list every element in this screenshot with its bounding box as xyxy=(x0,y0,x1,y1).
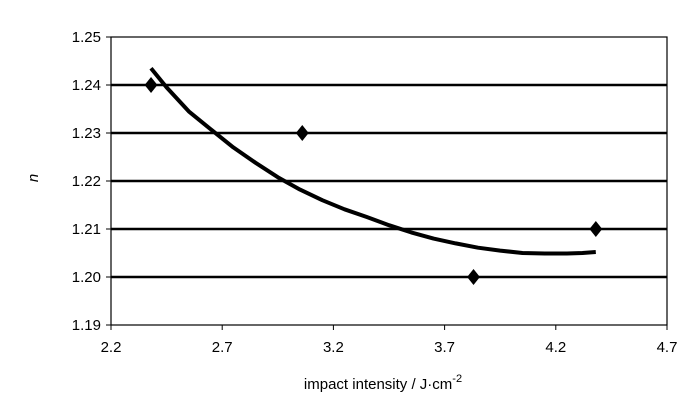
y-tick-label: 1.25 xyxy=(72,29,101,46)
scatter-points xyxy=(144,77,603,285)
x-tick-label: 2.7 xyxy=(212,339,233,356)
data-point-marker xyxy=(144,77,158,93)
x-tick-label: 2.2 xyxy=(101,339,122,356)
y-tick-label: 1.19 xyxy=(72,317,101,334)
x-axis-label-text: impact intensity / J·cm xyxy=(304,376,452,393)
y-tick-label: 1.20 xyxy=(72,269,101,286)
y-tick-label: 1.22 xyxy=(72,173,101,190)
axis-ticks xyxy=(106,36,668,330)
x-axis-label: impact intensity / J·cm-2 xyxy=(304,373,462,393)
y-axis-label: n xyxy=(25,174,42,182)
x-tick-label: 4.2 xyxy=(545,339,566,356)
data-point-marker xyxy=(589,221,603,237)
y-tick-label: 1.21 xyxy=(72,221,101,238)
data-point-marker xyxy=(295,125,309,141)
series-line xyxy=(149,66,596,256)
x-axis-label-superscript: -2 xyxy=(452,373,462,385)
y-tick-label: 1.23 xyxy=(72,125,101,142)
y-tick-labels: 1.19 1.20 1.21 1.22 1.23 1.24 1.25 xyxy=(72,29,101,334)
y-tick-label: 1.24 xyxy=(72,77,101,94)
x-tick-labels: 2.2 2.7 3.2 3.7 4.2 4.7 xyxy=(101,339,678,356)
data-point-marker xyxy=(467,269,480,285)
grid-lines xyxy=(111,83,667,279)
x-tick-label: 3.7 xyxy=(434,339,455,356)
x-tick-label: 4.7 xyxy=(657,339,678,356)
x-tick-label: 3.2 xyxy=(323,339,344,356)
